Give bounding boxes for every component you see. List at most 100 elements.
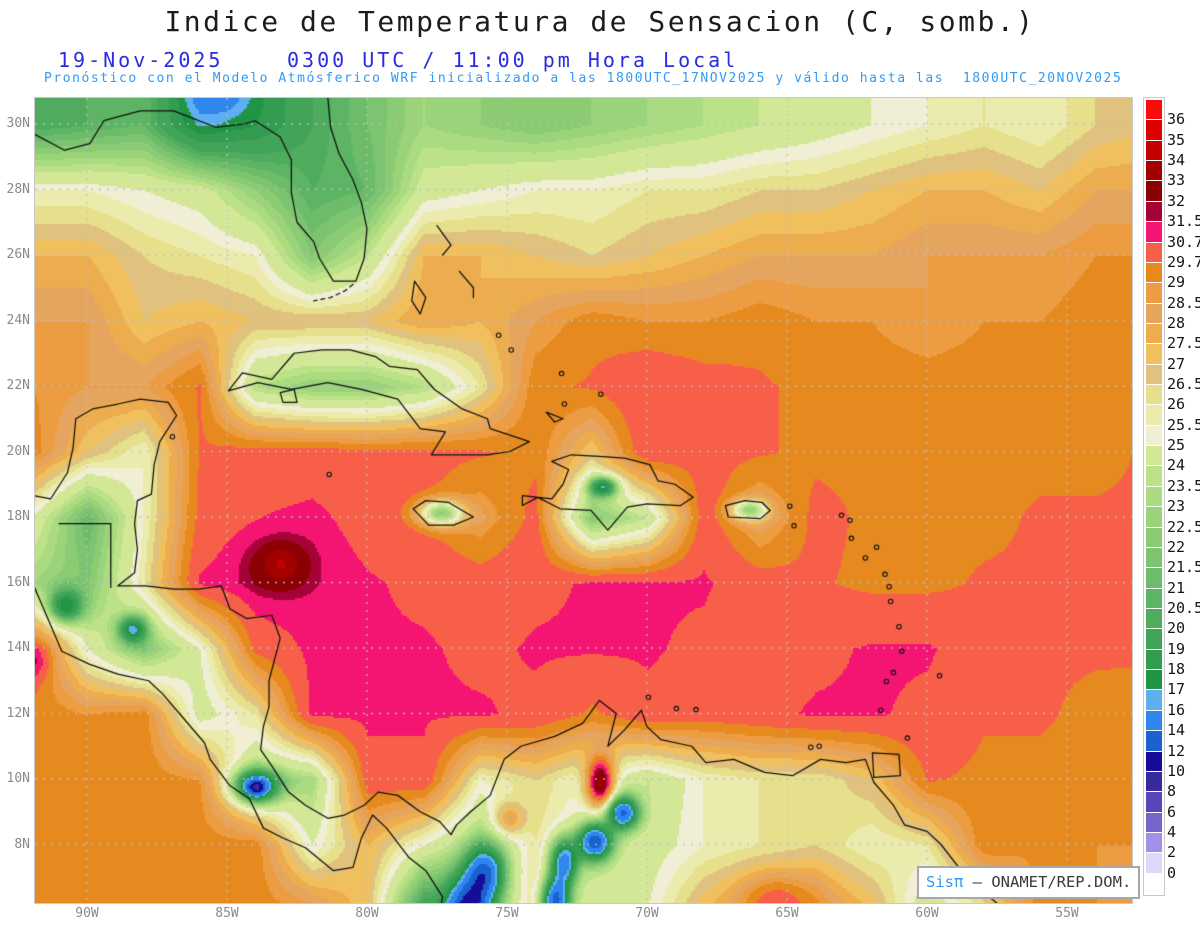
colorbar-segment-23	[1146, 568, 1162, 588]
lon-label-80W: 80W	[355, 906, 379, 921]
lat-label-22N: 22N	[6, 378, 30, 393]
colorbar-tick-2: 2	[1167, 843, 1177, 862]
onamet-label: – ONAMET/REP.DOM.	[963, 873, 1132, 891]
colorbar-tick-21.5: 21.5	[1167, 558, 1200, 577]
colorbar-segment-26	[1146, 629, 1162, 649]
colorbar-segment-18	[1146, 466, 1162, 486]
colorbar-segment-34	[1146, 792, 1162, 812]
colorbar-tick-24: 24	[1167, 456, 1186, 475]
valid-date-label: 19-Nov-2025	[58, 48, 224, 72]
colorbar-segment-13	[1146, 364, 1162, 385]
lon-label-85W: 85W	[215, 906, 239, 921]
colorbar-segment-35	[1146, 812, 1162, 832]
colorbar-segment-25	[1146, 608, 1162, 629]
colorbar-tick-29: 29	[1167, 273, 1186, 292]
lat-label-24N: 24N	[6, 312, 30, 328]
colorbar-segment-36	[1146, 832, 1162, 853]
colorbar-tick-21: 21	[1167, 578, 1186, 597]
colorbar-tick-12: 12	[1167, 741, 1186, 760]
lon-label-55W: 55W	[1055, 906, 1079, 921]
colorbar-tick-27.5: 27.5	[1167, 334, 1200, 353]
lat-label-18N: 18N	[6, 509, 30, 524]
colorbar-segment-17	[1146, 446, 1162, 466]
colorbar-segment-24	[1146, 588, 1162, 608]
lat-label-12N: 12N	[6, 705, 30, 721]
colorbar-tick-6: 6	[1167, 802, 1177, 821]
colorbar-tick-10: 10	[1167, 761, 1186, 780]
lat-label-16N: 16N	[6, 574, 30, 590]
colorbar-tick-30.7: 30.7	[1167, 232, 1200, 251]
lon-label-65W: 65W	[775, 906, 799, 921]
colorbar-segment-9	[1146, 283, 1162, 303]
colorbar-segment-16	[1146, 425, 1162, 446]
colorbar-tick-28.5: 28.5	[1167, 293, 1200, 312]
colorbar-segment-19	[1146, 486, 1162, 507]
lat-label-26N: 26N	[6, 247, 30, 262]
colorbar-segment-20	[1146, 507, 1162, 527]
lon-label-60W: 60W	[915, 906, 939, 921]
lon-label-90W: 90W	[75, 906, 99, 921]
colorbar-segment-33	[1146, 771, 1162, 792]
colorbar-segment-27	[1146, 649, 1162, 670]
colorbar-tick-22: 22	[1167, 537, 1186, 556]
colorbar-segment-1	[1146, 120, 1162, 140]
colorbar-segment-2	[1146, 140, 1162, 161]
page-title: Indice de Temperatura de Sensacion (C, s…	[164, 5, 1036, 38]
colorbar-tick-20.5: 20.5	[1167, 599, 1200, 617]
sispi-logo: Sisπ	[926, 873, 964, 891]
colorbar-tick-25: 25	[1167, 436, 1186, 455]
colorbar-tick-23: 23	[1167, 497, 1186, 516]
colorbar-segment-12	[1146, 344, 1162, 364]
colorbar-segment-14	[1146, 385, 1162, 405]
colorbar-segment-4	[1146, 181, 1162, 201]
colorbar-tick-4: 4	[1167, 822, 1177, 841]
heat-index-map	[35, 98, 1132, 903]
colorbar-segment-10	[1146, 303, 1162, 323]
colorbar-tick-23.5: 23.5	[1167, 476, 1200, 495]
colorbar-segment-29	[1146, 690, 1162, 710]
lon-label-70W: 70W	[635, 906, 659, 921]
lat-label-8N: 8N	[14, 836, 30, 852]
colorbar-tick-27: 27	[1167, 354, 1186, 373]
colorbar-tick-25.5: 25.5	[1167, 415, 1200, 434]
colorbar-tick-26.5: 26.5	[1167, 375, 1200, 394]
colorbar-segment-22	[1146, 547, 1162, 568]
lat-label-30N: 30N	[6, 116, 30, 131]
lat-label-14N: 14N	[6, 640, 30, 655]
colorbar-segment-15	[1146, 405, 1162, 425]
colorbar-segment-7	[1146, 242, 1162, 262]
colorbar-tick-16: 16	[1167, 700, 1186, 719]
colorbar-tick-20: 20	[1167, 619, 1186, 638]
colorbar-tick-17: 17	[1167, 680, 1186, 699]
colorbar-segment-30	[1146, 710, 1162, 731]
colorbar	[1143, 97, 1165, 897]
colorbar-tick-22.5: 22.5	[1167, 517, 1200, 536]
colorbar-segment-28	[1146, 670, 1162, 690]
colorbar-segment-38	[1146, 873, 1162, 894]
colorbar-tick-8: 8	[1167, 782, 1177, 801]
colorbar-segment-11	[1146, 323, 1162, 344]
colorbar-tick-18: 18	[1167, 660, 1186, 679]
colorbar-segment-32	[1146, 751, 1162, 771]
colorbar-tick-33: 33	[1167, 171, 1186, 190]
colorbar-tick-28: 28	[1167, 313, 1186, 332]
lat-label-10N: 10N	[6, 771, 30, 786]
colorbar-segment-31	[1146, 731, 1162, 751]
colorbar-tick-14: 14	[1167, 721, 1186, 740]
colorbar-tick-31.5: 31.5	[1167, 212, 1200, 231]
colorbar-tick-35: 35	[1167, 130, 1186, 149]
colorbar-tick-29.7: 29.7	[1167, 252, 1200, 271]
colorbar-tick-0: 0	[1167, 863, 1177, 882]
colorbar-tick-26: 26	[1167, 395, 1186, 414]
lat-label-28N: 28N	[6, 181, 30, 197]
colorbar-segment-5	[1146, 201, 1162, 222]
model-run-label: Pronóstico con el Modelo Atmósferico WRF…	[44, 71, 1123, 86]
valid-time-label: 0300 UTC / 11:00 pm Hora Local	[287, 48, 739, 72]
colorbar-segment-37	[1146, 853, 1162, 873]
colorbar-segment-6	[1146, 222, 1162, 242]
watermark-box: Sisπ – ONAMET/REP.DOM.	[917, 866, 1141, 899]
colorbar-segment-8	[1146, 262, 1162, 283]
colorbar-segment-0	[1146, 100, 1162, 120]
colorbar-tick-19: 19	[1167, 639, 1186, 658]
